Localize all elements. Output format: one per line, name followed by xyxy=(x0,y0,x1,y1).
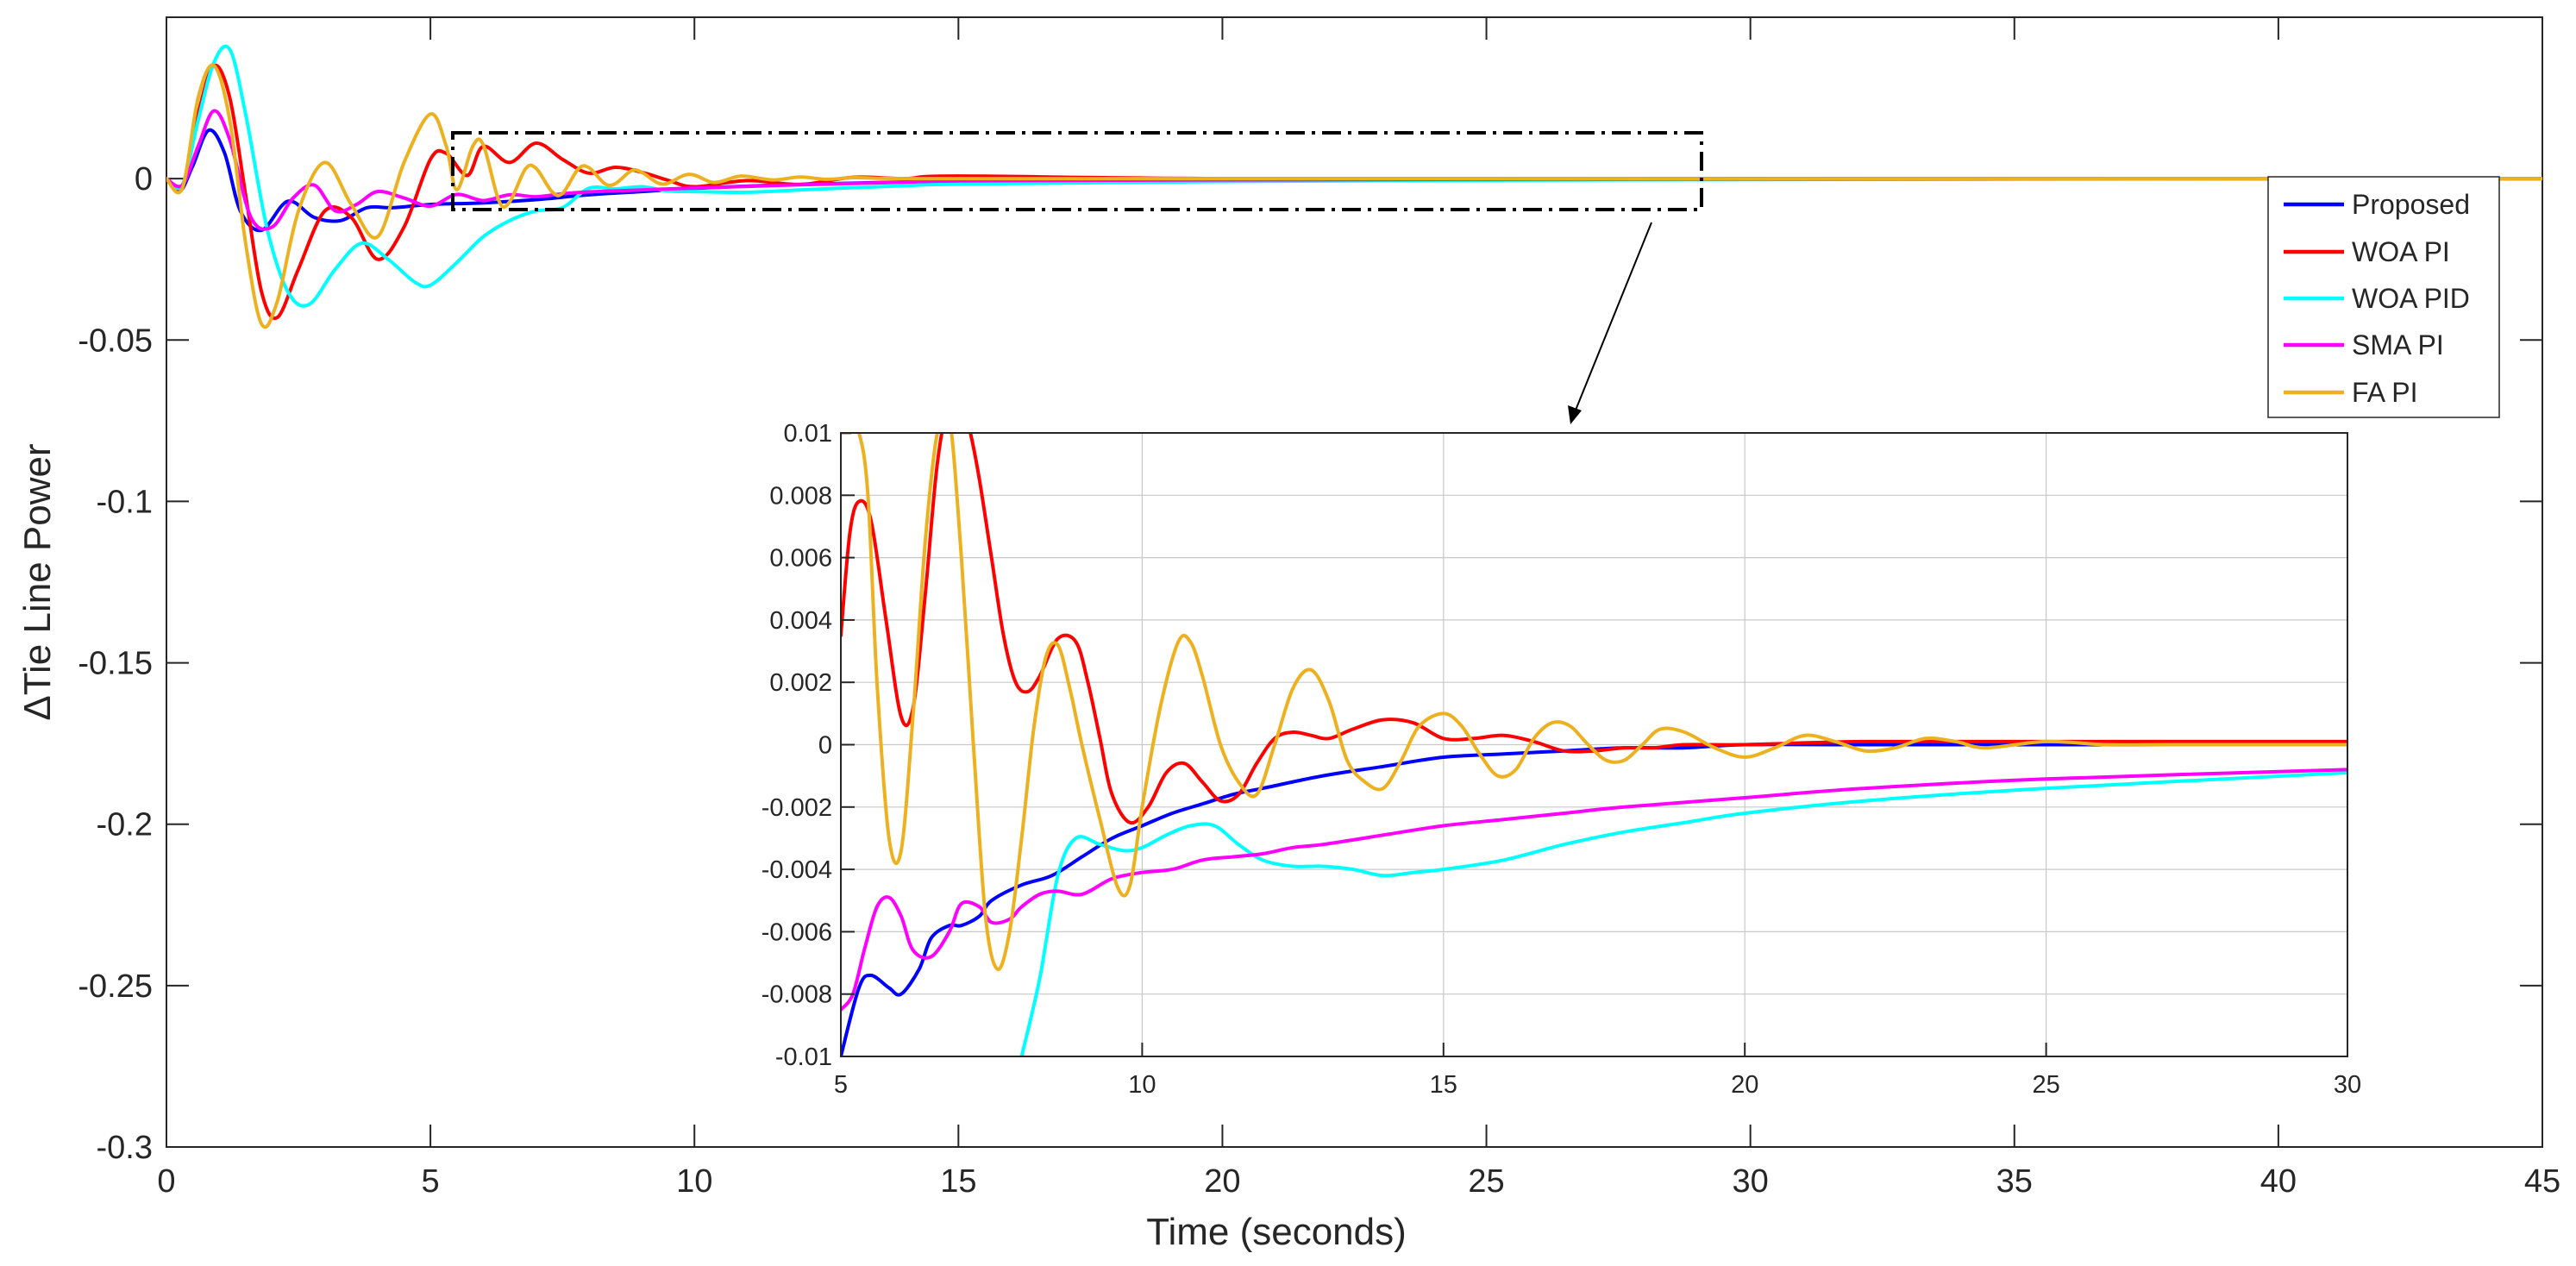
main-xtick-label-45: 45 xyxy=(2524,1163,2560,1200)
legend-label-woa-pid: WOA PID xyxy=(2352,283,2470,314)
main-ytick-label-0-3: -0.3 xyxy=(97,1130,153,1166)
main-ytick-label-0-05: -0.05 xyxy=(78,323,153,359)
legend-label-woa-pi: WOA PI xyxy=(2352,236,2450,267)
main-xtick-label-0: 0 xyxy=(157,1163,175,1200)
inset-xtick-label-5: 5 xyxy=(834,1071,848,1099)
inset-series-line-proposed xyxy=(841,743,2347,1056)
legend: Proposed WOA PI WOA PID SMA PI FA PI xyxy=(2267,176,2500,418)
main-xtick-label-40: 40 xyxy=(2260,1163,2297,1200)
x-axis-label: Time (seconds) xyxy=(1146,1211,1407,1253)
inset-series-line-woa-pi xyxy=(841,433,2347,825)
main-xtick-label-15: 15 xyxy=(940,1163,976,1200)
legend-entry-fa-pi: FA PI xyxy=(2284,377,2417,408)
legend-entry-proposed: Proposed xyxy=(2284,189,2470,220)
main-ytick-label-0-25: -0.25 xyxy=(78,968,153,1005)
legend-label-fa-pi: FA PI xyxy=(2352,377,2417,408)
main-series-lines xyxy=(166,44,2542,329)
inset-ytick-label-0-002: 0.002 xyxy=(769,669,832,697)
inset-series-lines xyxy=(841,433,2347,1056)
inset-ytick-label-0-006: 0.006 xyxy=(769,545,832,573)
zoom-arrow-head xyxy=(1568,405,1582,424)
legend-label-sma-pi: SMA PI xyxy=(2352,329,2444,360)
inset-series-line-fa-pi xyxy=(841,433,2347,971)
legend-label-proposed: Proposed xyxy=(2352,189,2470,220)
inset-ytick-label-0-008: 0.008 xyxy=(769,482,832,510)
main-ytick-label-0: 0 xyxy=(135,161,153,197)
main-xtick-label-5: 5 xyxy=(422,1163,440,1200)
inset-ytick-label-0-01: 0.01 xyxy=(784,420,832,448)
inset-ytick-label-0-01: -0.01 xyxy=(775,1044,832,1071)
zoom-region-box xyxy=(451,131,1703,211)
inset-xtick-label-25: 25 xyxy=(2032,1071,2059,1099)
inset-series-line-woa-pid xyxy=(1019,771,2347,1056)
main-ytick-label-0-15: -0.15 xyxy=(78,646,153,682)
inset-ytick-label-0-006: -0.006 xyxy=(762,918,832,946)
inset-xtick-label-15: 15 xyxy=(1430,1071,1457,1099)
main-xtick-label-20: 20 xyxy=(1204,1163,1240,1200)
inset-xtick-label-30: 30 xyxy=(2334,1071,2361,1099)
main-ticks: 0 5 10 15 20 25 30 35 40 45 0 -0.05 -0.1 -0.15 -0.2 -0.… xyxy=(78,17,2560,1200)
zoom-arrow-line xyxy=(1574,222,1652,413)
main-xtick-label-25: 25 xyxy=(1468,1163,1504,1200)
inset-ticks: 5 10 15 20 25 30 0.01 0.008 0.006 0.004 0.002 0 -0.0… xyxy=(762,420,2361,1099)
main-ytick-label-0-2: -0.2 xyxy=(97,807,153,843)
inset-ytick-label-0: 0 xyxy=(818,732,832,760)
inset-ytick-label-0-002: -0.002 xyxy=(762,794,832,822)
inset-ytick-label-0-004: -0.004 xyxy=(762,856,832,884)
inset-ytick-label-0-004: 0.004 xyxy=(769,607,832,635)
legend-entry-woa-pi: WOA PI xyxy=(2284,236,2450,267)
main-xtick-label-35: 35 xyxy=(1996,1163,2033,1200)
inset-xtick-label-10: 10 xyxy=(1128,1071,1156,1099)
main-xtick-label-30: 30 xyxy=(1733,1163,1769,1200)
inset-ytick-label-0-008: -0.008 xyxy=(762,981,832,1009)
y-axis-label: ΔTie Line Power xyxy=(16,443,59,720)
main-xtick-label-10: 10 xyxy=(676,1163,712,1200)
main-plot-frame xyxy=(166,16,2543,1148)
main-series-line-fa-pi xyxy=(166,63,2542,329)
inset-xtick-label-20: 20 xyxy=(1731,1071,1758,1099)
legend-entry-sma-pi: SMA PI xyxy=(2284,329,2444,360)
main-series-line-woa-pi xyxy=(166,63,2542,321)
main-ytick-label-0-1: -0.1 xyxy=(97,484,153,520)
legend-entry-woa-pid: WOA PID xyxy=(2284,283,2470,314)
inset-series-line-sma-pi xyxy=(841,768,2347,1012)
